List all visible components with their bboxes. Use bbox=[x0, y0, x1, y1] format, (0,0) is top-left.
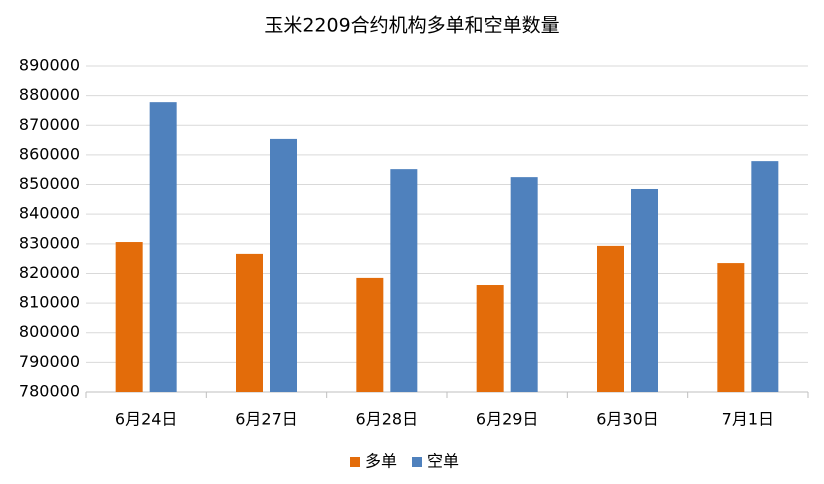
y-tick-label: 860000 bbox=[19, 144, 80, 163]
y-tick-label: 890000 bbox=[19, 56, 80, 75]
legend-label: 多单 bbox=[365, 452, 397, 471]
x-tick-label: 7月1日 bbox=[722, 410, 774, 429]
bar bbox=[717, 263, 745, 392]
y-tick-label: 850000 bbox=[19, 174, 80, 193]
x-tick-label: 6月29日 bbox=[476, 410, 539, 429]
bar bbox=[597, 245, 624, 392]
x-tick-label: 6月27日 bbox=[235, 410, 298, 429]
y-tick-label: 790000 bbox=[19, 352, 80, 371]
bar bbox=[270, 138, 297, 392]
x-tick-label: 6月28日 bbox=[356, 410, 419, 429]
bar bbox=[356, 277, 384, 392]
y-tick-label: 810000 bbox=[19, 293, 80, 312]
bar bbox=[115, 242, 143, 392]
bar bbox=[476, 285, 504, 392]
y-tick-label: 840000 bbox=[19, 204, 80, 223]
y-tick-label: 830000 bbox=[19, 233, 80, 252]
chart-title: 玉米2209合约机构多单和空单数量 bbox=[264, 15, 559, 37]
bar bbox=[390, 169, 418, 392]
legend-swatch bbox=[350, 457, 360, 467]
bar bbox=[236, 253, 263, 392]
y-tick-label: 820000 bbox=[19, 263, 80, 282]
bar bbox=[149, 102, 177, 392]
y-tick-label: 800000 bbox=[19, 322, 80, 341]
bar bbox=[751, 161, 779, 392]
bar bbox=[510, 177, 538, 392]
legend-swatch bbox=[412, 457, 422, 467]
x-tick-label: 6月24日 bbox=[115, 410, 178, 429]
bar bbox=[631, 188, 658, 392]
y-tick-label: 780000 bbox=[19, 382, 80, 401]
y-tick-label: 870000 bbox=[19, 115, 80, 134]
x-tick-label: 6月30日 bbox=[596, 410, 659, 429]
y-tick-label: 880000 bbox=[19, 85, 80, 104]
legend-label: 空单 bbox=[427, 452, 459, 471]
